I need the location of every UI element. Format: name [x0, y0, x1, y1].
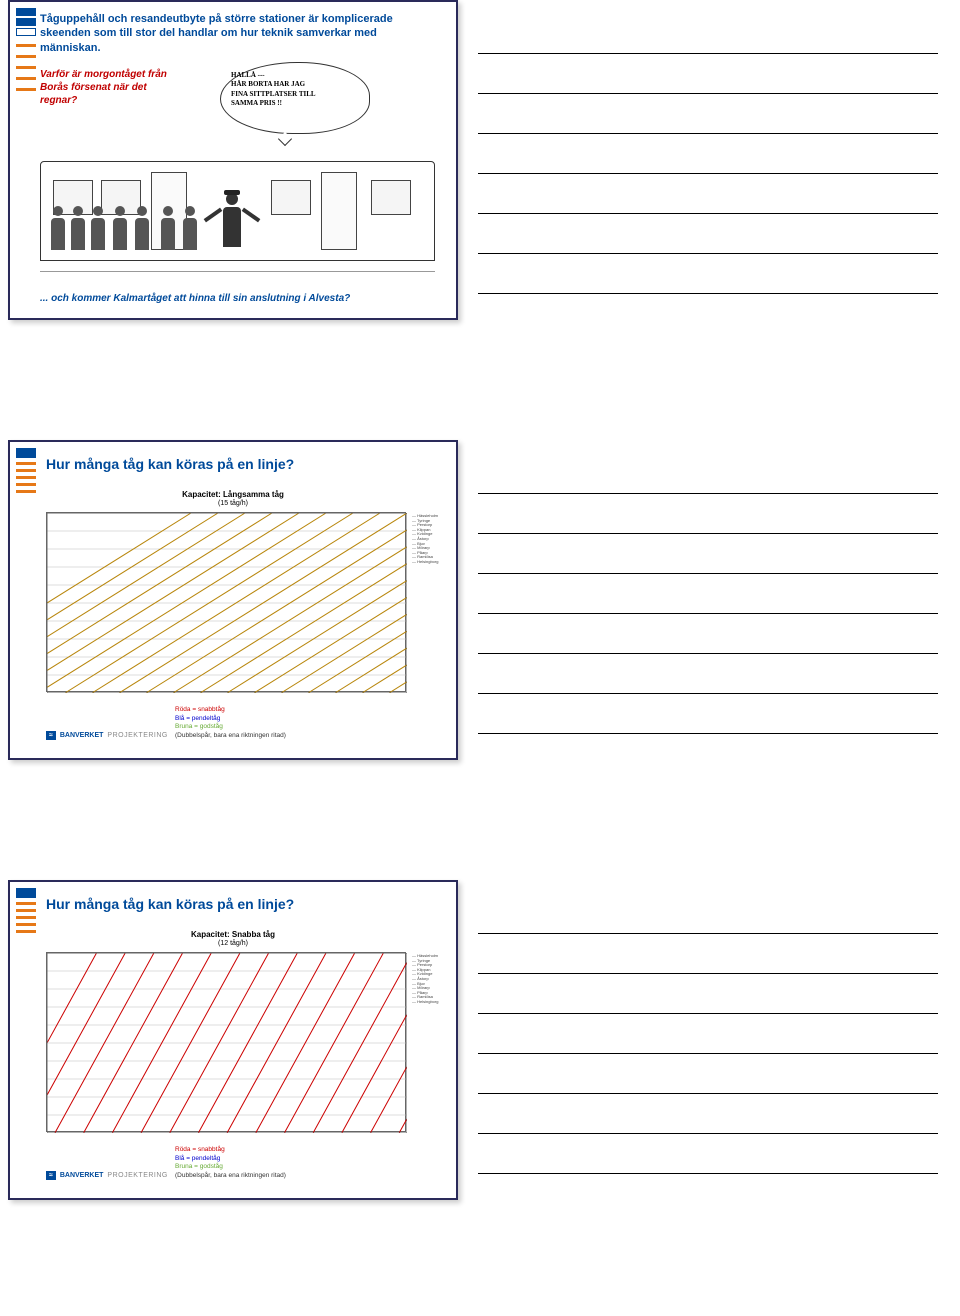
- slide1-bottom: ... och kommer Kalmartåget att hinna til…: [40, 293, 350, 304]
- legend-blue: Blå = pendeltåg: [175, 1155, 286, 1163]
- conductor-figure: [215, 193, 249, 261]
- chart3-area: [46, 952, 406, 1132]
- bubble-line: HÄR BORTA HAR JAG: [231, 80, 359, 89]
- footer-sub: PROJEKTERING: [107, 1172, 167, 1179]
- slide1-redtext: Varför är morgontåget från Borås försena…: [40, 68, 180, 107]
- legend-note: (Dubbelspår, bara ena riktningen ritad): [175, 732, 286, 740]
- chart2-legend: Röda = snabbtåg Blå = pendeltåg Bruna = …: [175, 706, 286, 740]
- footer-logo: ≈ BANVERKET PROJEKTERING: [46, 731, 168, 740]
- slide-1: Tåguppehåll och resandeutbyte på större …: [8, 0, 458, 320]
- footer-logo: ≈ BANVERKET PROJEKTERING: [46, 1171, 168, 1180]
- slide-sidebar: [16, 888, 36, 933]
- notes-area-2: [478, 440, 938, 790]
- slide-2: Hur många tåg kan köras på en linje? Kap…: [8, 440, 458, 760]
- legend-note: (Dubbelspår, bara ena riktningen ritad): [175, 1172, 286, 1180]
- bubble-line: HALLÅ ---: [231, 71, 359, 80]
- chart2-area: [46, 512, 406, 692]
- chart2-title: Kapacitet: Långsamma tåg: [10, 490, 456, 499]
- slide3-title: Hur många tåg kan köras på en linje?: [46, 896, 294, 912]
- legend-blue: Blå = pendeltåg: [175, 715, 286, 723]
- slide2-title: Hur många tåg kan köras på en linje?: [46, 456, 294, 472]
- notes-area-1: [478, 0, 938, 350]
- notes-area-3: [478, 880, 938, 1230]
- bubble-line: FINA SITTPLATSER TILL: [231, 90, 359, 99]
- footer-brand: BANVERKET: [60, 732, 104, 739]
- bubble-line: SAMMA PRIS !!: [231, 99, 359, 108]
- footer-brand: BANVERKET: [60, 1172, 104, 1179]
- legend-red: Röda = snabbtåg: [175, 1146, 286, 1154]
- slide-sidebar: [16, 448, 36, 493]
- footer-sub: PROJEKTERING: [107, 732, 167, 739]
- train-cartoon: HALLÅ --- HÄR BORTA HAR JAG FINA SITTPLA…: [40, 112, 435, 272]
- legend-brown: Bruna = godståg: [175, 723, 286, 731]
- chart2-sub: (15 tåg/h): [10, 500, 456, 507]
- chart3-sub: (12 tåg/h): [10, 940, 456, 947]
- slide1-title: Tåguppehåll och resandeutbyte på större …: [40, 12, 435, 55]
- speech-bubble: HALLÅ --- HÄR BORTA HAR JAG FINA SITTPLA…: [220, 62, 370, 134]
- chart2-svg: [47, 513, 407, 693]
- chart3-svg: [47, 953, 407, 1133]
- slide-3: Hur många tåg kan köras på en linje? Kap…: [8, 880, 458, 1200]
- station-labels: — Hässleholm— Tyringe— Perstorp— Klippan…: [412, 954, 452, 1005]
- station-labels: — Hässleholm— Tyringe— Perstorp— Klippan…: [412, 514, 452, 565]
- legend-brown: Bruna = godståg: [175, 1163, 286, 1171]
- legend-red: Röda = snabbtåg: [175, 706, 286, 714]
- chart3-legend: Röda = snabbtåg Blå = pendeltåg Bruna = …: [175, 1146, 286, 1180]
- chart3-title: Kapacitet: Snabba tåg: [10, 930, 456, 939]
- slide-sidebar: [16, 8, 36, 98]
